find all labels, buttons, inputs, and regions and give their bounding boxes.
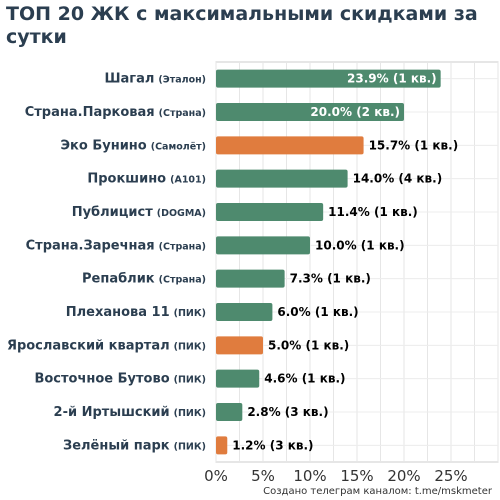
category-developer: (ПИК) <box>174 408 206 419</box>
data-label: 4.6% (1 кв.) <box>264 372 345 386</box>
category-name: Репаблик <box>82 272 155 287</box>
category-label: Страна.Заречная (Страна) <box>26 238 206 253</box>
bar <box>216 436 228 455</box>
category-name: Шагал <box>104 72 154 87</box>
data-label: 6.0% (1 кв.) <box>277 305 358 319</box>
category-developer: (Страна) <box>159 275 206 286</box>
category-developer: (ПИК) <box>174 441 206 452</box>
category-name: Прокшино <box>87 172 166 187</box>
bar <box>216 103 404 121</box>
data-label: 15.7% (1 кв.) <box>369 138 459 152</box>
category-developer: (ПИК) <box>174 375 206 386</box>
bar <box>216 269 285 288</box>
category-developer: (ПИК) <box>174 341 206 352</box>
x-tick-label: 5% <box>251 467 275 485</box>
category-label: Восточное Бутово (ПИК) <box>34 372 206 387</box>
chart-title: ТОП 20 ЖК с максимальными скидками за су… <box>6 3 478 48</box>
x-tick-label: 10% <box>293 467 326 485</box>
category-label: Эко Бунино (Самолёт) <box>61 138 206 153</box>
category-developer: (А101) <box>170 175 206 186</box>
category-label: Репаблик (Страна) <box>82 272 206 287</box>
category-label: Шагал (Эталон) <box>104 72 206 87</box>
data-label: 5.0% (1 кв.) <box>268 338 349 352</box>
data-label: 10.0% (1 кв.) <box>315 238 405 252</box>
category-name: 2-й Иртышский <box>54 405 170 420</box>
category-name: Эко Бунино <box>61 138 147 153</box>
bar <box>216 403 243 421</box>
data-label: 2.8% (3 кв.) <box>247 405 328 419</box>
category-name: Восточное Бутово <box>34 372 169 387</box>
category-name: Зелёный парк <box>63 438 170 453</box>
category-label: Прокшино (А101) <box>87 172 206 187</box>
x-tick-label: 20% <box>387 467 420 485</box>
data-label: 7.3% (1 кв.) <box>290 272 371 286</box>
bar <box>216 369 260 388</box>
category-label: Зелёный парк (ПИК) <box>63 438 206 453</box>
category-developer: (Эталон) <box>158 75 206 86</box>
bar <box>216 169 348 188</box>
data-label: 1.2% (3 кв.) <box>232 438 313 452</box>
x-tick-label: 15% <box>340 467 373 485</box>
category-label: 2-й Иртышский (ПИК) <box>54 405 206 420</box>
credit-text: Создано телеграм каналом: t.me/mskmeter <box>263 486 492 497</box>
category-label: Страна.Парковая (Страна) <box>25 105 206 120</box>
category-name: Плеханова 11 <box>66 305 170 320</box>
bar <box>216 136 364 155</box>
data-label: 20.0% (2 кв.) <box>310 105 400 119</box>
x-tick-label: 0% <box>204 467 228 485</box>
category-name: Публицист <box>72 205 154 220</box>
data-label: 23.9% (1 кв.) <box>347 72 437 86</box>
category-developer: (Самолёт) <box>151 141 206 152</box>
category-name: Ярославский квартал <box>7 338 170 353</box>
data-label: 14.0% (4 кв.) <box>353 172 443 186</box>
category-developer: (Страна) <box>159 108 206 119</box>
category-developer: (ПИК) <box>174 308 206 319</box>
category-label: Плеханова 11 (ПИК) <box>66 305 206 320</box>
data-label: 11.4% (1 кв.) <box>328 205 418 219</box>
category-name: Страна.Парковая <box>25 105 155 120</box>
bar <box>216 303 273 321</box>
category-name: Страна.Заречная <box>26 238 155 253</box>
category-developer: (Страна) <box>159 241 206 252</box>
bar <box>216 336 263 355</box>
x-tick-label: 25% <box>434 467 467 485</box>
category-label: Ярославский квартал (ПИК) <box>7 338 206 353</box>
bar <box>216 236 310 255</box>
bar <box>216 203 324 221</box>
category-developer: (DOGMA) <box>157 208 206 219</box>
bar <box>216 69 441 88</box>
category-label: Публицист (DOGMA) <box>72 205 206 220</box>
